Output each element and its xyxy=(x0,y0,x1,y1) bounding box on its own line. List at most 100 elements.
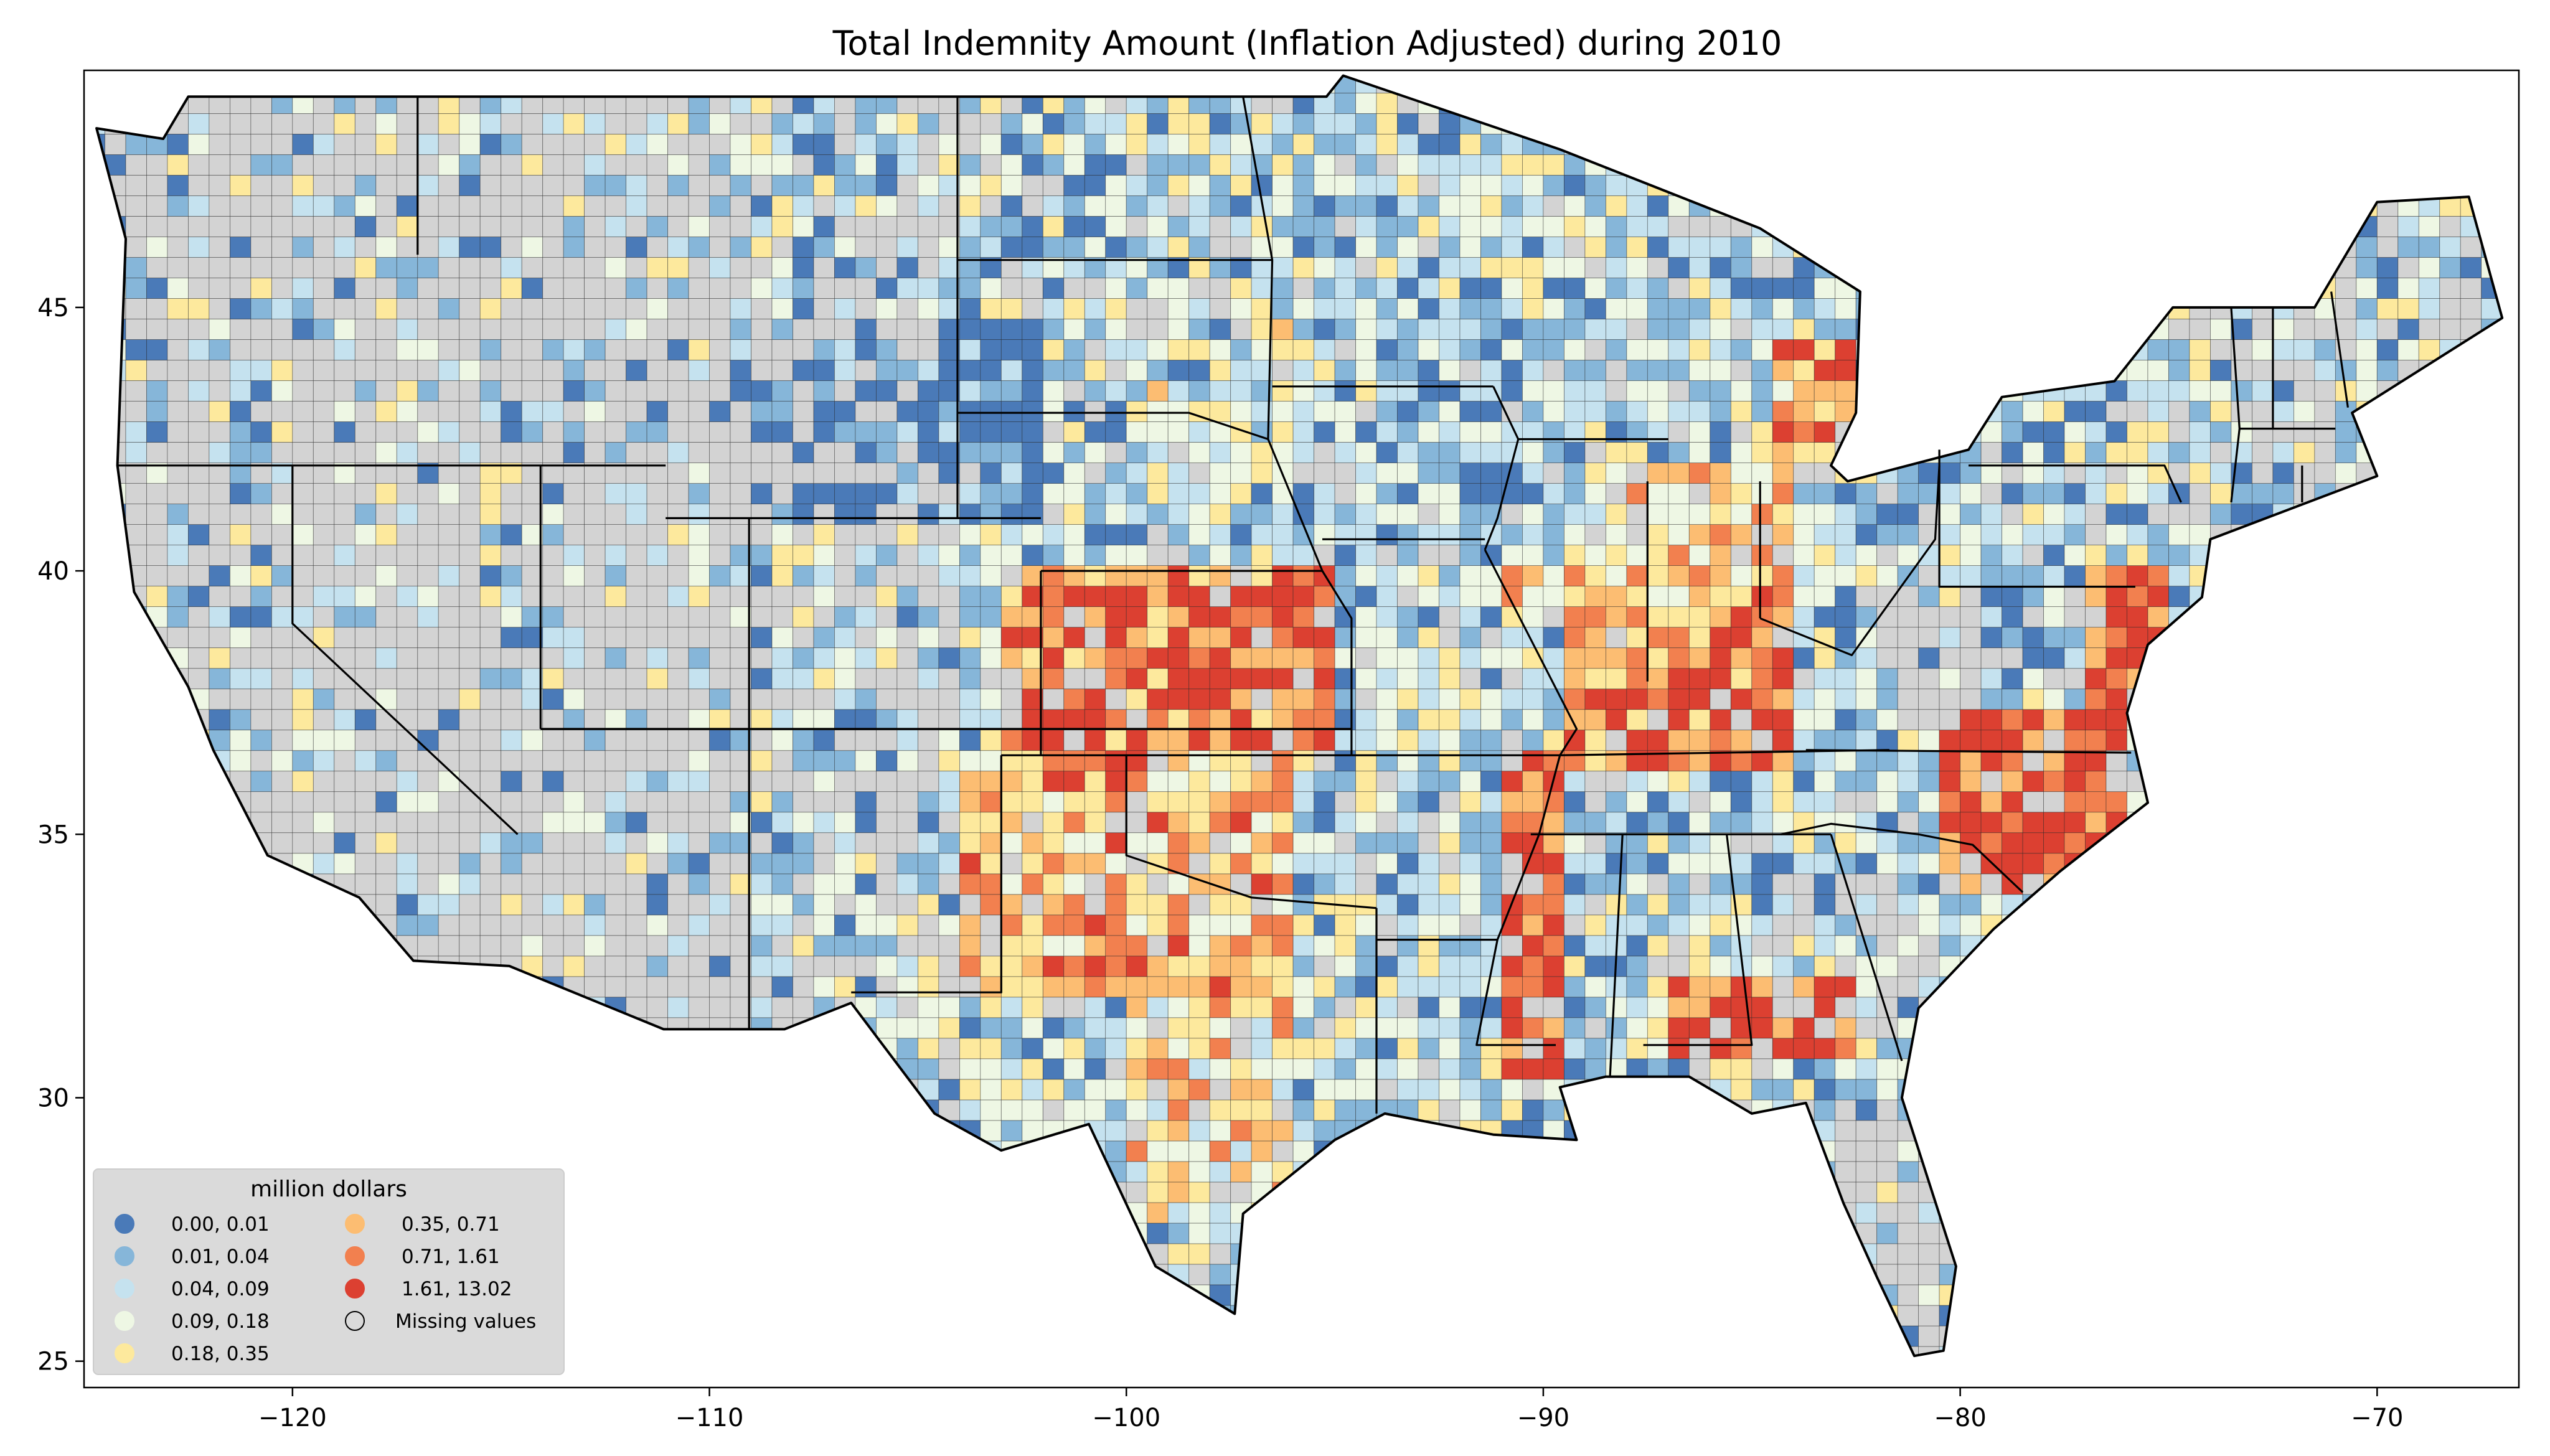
county-region xyxy=(626,668,647,690)
county-region xyxy=(1543,380,1564,402)
county-region xyxy=(292,545,314,566)
county-region xyxy=(771,894,793,916)
county-region xyxy=(959,278,981,299)
county-region xyxy=(1501,380,1523,402)
county-region xyxy=(1272,421,1294,443)
county-region xyxy=(1376,421,1398,443)
county-region xyxy=(1042,1079,1065,1101)
county-region xyxy=(542,278,564,299)
county-region xyxy=(250,421,272,443)
county-region xyxy=(1022,483,1043,504)
county-region xyxy=(730,997,751,1018)
county-region xyxy=(626,154,647,176)
county-region xyxy=(1334,442,1357,463)
county-region xyxy=(1272,997,1294,1018)
county-region xyxy=(959,935,981,957)
county-region xyxy=(1000,647,1023,669)
county-region xyxy=(793,606,814,627)
county-region xyxy=(542,709,564,731)
county-region xyxy=(834,401,856,422)
county-region xyxy=(1000,771,1023,792)
county-region xyxy=(646,442,668,463)
county-region xyxy=(1022,1058,1043,1080)
county-region xyxy=(1647,606,1669,627)
county-region xyxy=(1480,709,1502,731)
county-region xyxy=(959,483,981,504)
county-region xyxy=(1397,463,1419,484)
county-region xyxy=(417,914,439,936)
county-region xyxy=(479,483,502,504)
county-region xyxy=(1563,360,1586,381)
county-region xyxy=(146,483,168,504)
county-region xyxy=(605,483,626,504)
county-region xyxy=(1167,380,1190,402)
county-region xyxy=(1105,133,1127,155)
county-region xyxy=(1230,1120,1252,1142)
county-region xyxy=(626,298,647,319)
county-region xyxy=(688,647,710,669)
county-region xyxy=(1000,750,1023,772)
county-region xyxy=(1668,463,1690,484)
county-region xyxy=(646,935,668,957)
county-region xyxy=(709,997,731,1018)
county-region xyxy=(1251,1099,1273,1121)
county-region xyxy=(438,380,460,402)
county-region xyxy=(1105,832,1127,854)
county-region xyxy=(751,195,773,217)
county-region xyxy=(667,750,689,772)
county-region xyxy=(1584,688,1606,710)
county-region xyxy=(876,483,898,504)
county-region xyxy=(980,935,1002,957)
county-region xyxy=(980,1120,1002,1142)
county-region xyxy=(709,442,731,463)
county-region xyxy=(209,298,230,319)
county-region xyxy=(375,195,397,217)
county-region xyxy=(646,853,668,875)
county-region xyxy=(1501,771,1523,792)
county-region xyxy=(521,319,543,340)
county-region xyxy=(1334,976,1357,998)
county-region xyxy=(959,668,981,690)
county-region xyxy=(271,627,293,648)
county-region xyxy=(667,483,689,504)
county-region xyxy=(1459,421,1481,443)
county-region xyxy=(605,195,626,217)
county-region xyxy=(896,914,918,936)
county-region xyxy=(167,421,189,443)
county-region xyxy=(1105,1017,1127,1039)
county-region xyxy=(730,914,751,936)
county-region xyxy=(354,627,377,648)
county-region xyxy=(334,565,355,586)
county-region xyxy=(1605,647,1627,669)
county-region xyxy=(1209,894,1231,916)
county-region xyxy=(667,319,689,340)
county-region xyxy=(1439,113,1461,134)
county-region xyxy=(1063,1099,1085,1121)
county-region xyxy=(1376,935,1398,957)
county-region xyxy=(1147,1058,1169,1080)
county-region xyxy=(459,873,481,895)
county-region xyxy=(1084,298,1106,319)
county-region xyxy=(751,545,773,566)
county-region xyxy=(855,524,877,545)
county-region xyxy=(187,195,210,217)
county-region xyxy=(1605,688,1627,710)
county-region xyxy=(1272,504,1294,525)
county-region xyxy=(1272,976,1294,998)
county-region xyxy=(876,791,898,813)
county-region xyxy=(710,52,731,72)
county-region xyxy=(980,606,1002,627)
county-region xyxy=(1105,873,1127,895)
county-region xyxy=(959,730,981,751)
county-region xyxy=(1126,442,1148,463)
county-region xyxy=(1459,832,1481,854)
county-region xyxy=(1605,401,1627,422)
county-region xyxy=(1584,832,1606,854)
county-region xyxy=(187,565,210,586)
county-region xyxy=(396,709,418,731)
county-region xyxy=(125,319,147,340)
county-region xyxy=(1022,606,1043,627)
county-region xyxy=(1084,873,1106,895)
county-region xyxy=(646,257,668,278)
county-region xyxy=(417,894,439,916)
